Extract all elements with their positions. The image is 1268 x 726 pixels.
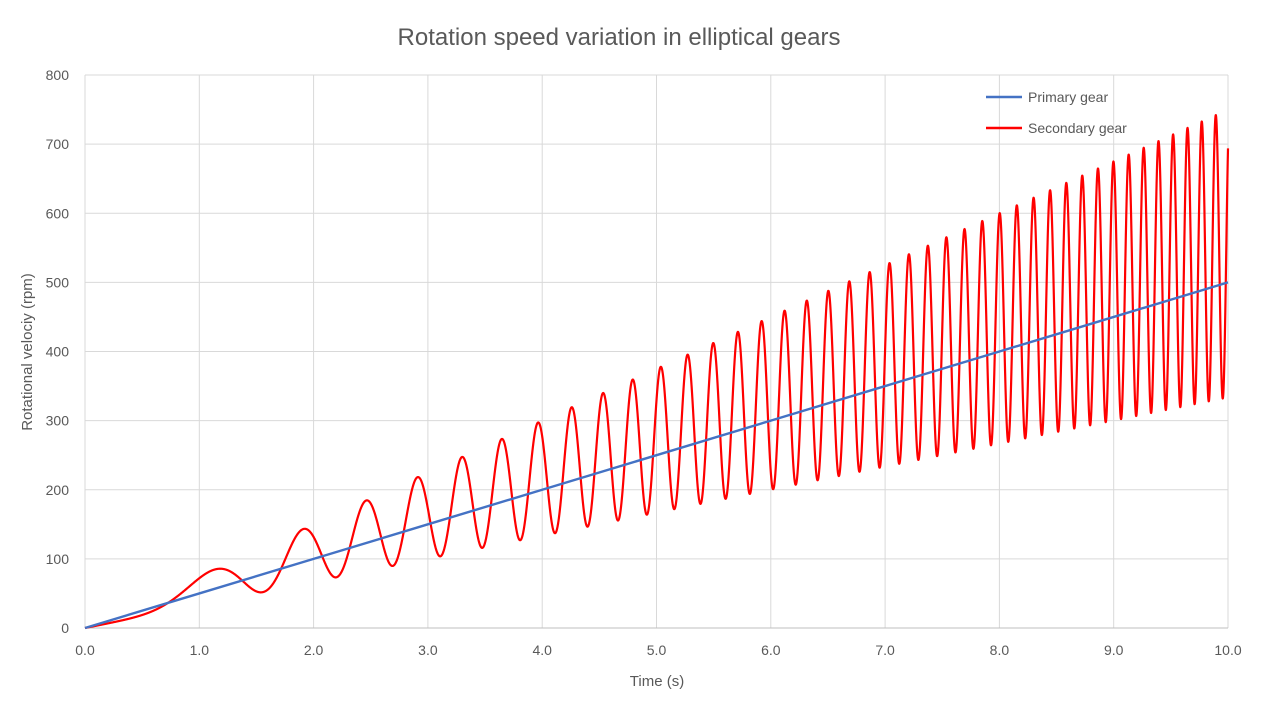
y-axis-label: Rotational velociy (rpm) <box>19 273 36 431</box>
series-group <box>84 114 1230 630</box>
y-tick-label: 0 <box>61 620 69 636</box>
y-axis-ticks: 0 100 200 300 400 500 600 700 800 <box>46 67 70 636</box>
y-tick-label: 700 <box>46 136 70 152</box>
x-tick-label: 0.0 <box>75 642 95 658</box>
y-tick-label: 400 <box>46 344 70 360</box>
y-tick-label: 200 <box>46 482 70 498</box>
x-axis-label: Time (s) <box>630 673 684 690</box>
y-tick-label: 800 <box>46 67 70 83</box>
x-tick-label: 10.0 <box>1214 642 1241 658</box>
legend: Primary gear Secondary gear <box>986 89 1127 136</box>
x-tick-label: 4.0 <box>532 642 552 658</box>
x-tick-label: 8.0 <box>990 642 1010 658</box>
x-tick-label: 1.0 <box>190 642 210 658</box>
legend-label-secondary-gear: Secondary gear <box>1028 120 1127 136</box>
x-axis-ticks: 0.0 1.0 2.0 3.0 4.0 5.0 6.0 7.0 8.0 9.0 10.0 <box>75 642 1242 658</box>
y-tick-label: 600 <box>46 205 70 221</box>
y-tick-label: 100 <box>46 551 70 567</box>
y-tick-label: 500 <box>46 274 70 290</box>
x-tick-label: 2.0 <box>304 642 324 658</box>
series-line-secondary-gear <box>84 114 1230 630</box>
x-tick-label: 3.0 <box>418 642 438 658</box>
x-tick-label: 5.0 <box>647 642 667 658</box>
x-tick-label: 6.0 <box>761 642 781 658</box>
series-line-primary-gear <box>84 281 1229 630</box>
chart-title: Rotation speed variation in elliptical g… <box>398 24 841 51</box>
y-tick-label: 300 <box>46 413 70 429</box>
x-tick-label: 7.0 <box>875 642 895 658</box>
legend-label-primary-gear: Primary gear <box>1028 89 1108 105</box>
x-tick-label: 9.0 <box>1104 642 1124 658</box>
gridlines <box>84 74 1229 629</box>
